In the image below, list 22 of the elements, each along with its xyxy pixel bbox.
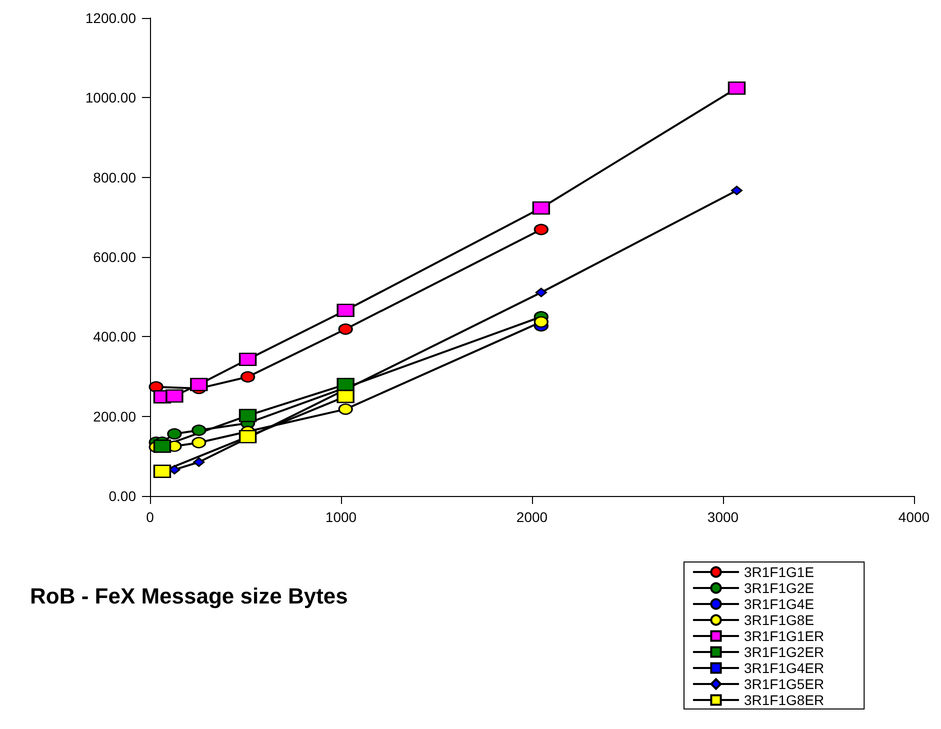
y-tick-label: 200.00 <box>93 408 136 424</box>
legend-label: 3R1F1G8ER <box>744 692 824 708</box>
legend-label: 3R1F1G2ER <box>744 644 824 660</box>
legend-label: 3R1F1G1E <box>744 564 814 580</box>
y-tick-label: 800.00 <box>93 169 136 186</box>
legend-label: 3R1F1G8E <box>744 612 814 628</box>
y-tick-label: 1200.00 <box>85 10 136 26</box>
x-tick-label: 4000 <box>898 509 930 525</box>
y-tick-label: 400.00 <box>93 328 136 345</box>
x-tick-label: 1000 <box>325 509 357 525</box>
legend-label: 3R1F1G1ER <box>744 628 824 644</box>
y-tick-label: 1000.00 <box>85 90 136 106</box>
legend-label: 3R1F1G2E <box>744 580 814 596</box>
y-tick-label: 600.00 <box>93 249 136 265</box>
y-tick-label: 0.00 <box>108 488 136 504</box>
x-tick-label: 2000 <box>516 509 548 525</box>
legend-label: 3R1F1G4E <box>744 596 814 612</box>
legend-label: 3R1F1G5ER <box>744 676 824 692</box>
x-axis-title: RoB - FeX Message size Bytes <box>30 584 348 608</box>
legend-label: 3R1F1G4ER <box>744 660 824 676</box>
x-tick-label: 0 <box>146 509 154 525</box>
x-tick-label: 3000 <box>707 509 739 525</box>
